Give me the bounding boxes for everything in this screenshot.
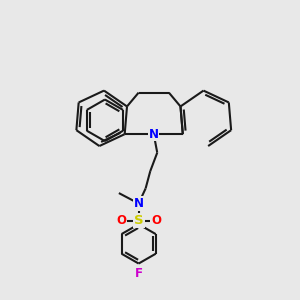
Text: O: O xyxy=(151,214,161,227)
Text: O: O xyxy=(116,214,126,227)
Text: F: F xyxy=(135,267,142,280)
Text: N: N xyxy=(149,128,159,141)
Text: S: S xyxy=(134,214,143,227)
Text: N: N xyxy=(134,197,144,210)
